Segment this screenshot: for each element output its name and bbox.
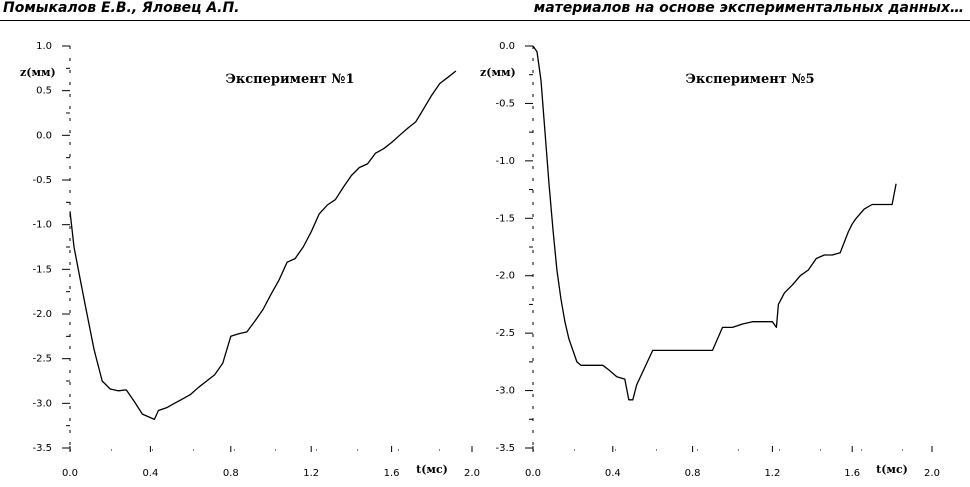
x-tick-label: 2.0 bbox=[924, 468, 940, 479]
x-tick-label: 0.8 bbox=[223, 468, 239, 479]
chart-title: Эксперимент №5 bbox=[686, 72, 815, 87]
y-tick-label: -1.5 bbox=[32, 264, 52, 275]
page-header: Помыкалов Е.В., Яловец А.П. материалов н… bbox=[0, 0, 970, 22]
x-tick-label: 0.4 bbox=[605, 468, 621, 479]
chart-title: Эксперимент №1 bbox=[226, 72, 355, 87]
x-axis-label: t(мс) bbox=[416, 463, 448, 476]
header-title: материалов на основе экспериментальных д… bbox=[533, 0, 964, 16]
y-tick-label: -0.5 bbox=[495, 98, 515, 109]
y-tick-label: -2.5 bbox=[495, 328, 515, 339]
y-tick-label: 0.0 bbox=[36, 130, 52, 141]
y-axis-label: z(мм) bbox=[20, 66, 56, 79]
y-tick-label: -2.0 bbox=[32, 309, 52, 320]
x-tick-label: 2.0 bbox=[464, 468, 480, 479]
x-tick-label: 0.4 bbox=[142, 468, 158, 479]
series-line bbox=[69, 70, 457, 421]
y-tick-label: -1.0 bbox=[32, 220, 52, 231]
y-tick-label: -0.5 bbox=[32, 175, 52, 186]
y-tick-label: -2.5 bbox=[32, 354, 52, 365]
x-tick-label: 0.0 bbox=[62, 468, 78, 479]
header-rule bbox=[0, 20, 970, 21]
header-authors: Помыкалов Е.В., Яловец А.П. bbox=[3, 0, 240, 16]
y-tick-label: 1.0 bbox=[36, 41, 52, 52]
y-tick-label: -3.0 bbox=[32, 398, 52, 409]
series-line bbox=[532, 45, 897, 401]
y-tick-label: -3.5 bbox=[32, 443, 52, 454]
x-tick-label: 0.8 bbox=[685, 468, 701, 479]
x-tick-label: 0.0 bbox=[525, 468, 541, 479]
y-tick-label: -3.5 bbox=[495, 443, 515, 454]
y-tick-label: -2.0 bbox=[495, 271, 515, 282]
y-axis-label: z(мм) bbox=[480, 66, 516, 79]
x-axis-label: t(мс) bbox=[876, 463, 908, 476]
x-tick-label: 1.2 bbox=[764, 468, 780, 479]
y-tick-label: 0.0 bbox=[499, 41, 515, 52]
x-tick-label: 1.6 bbox=[844, 468, 860, 479]
y-tick-label: -1.5 bbox=[495, 213, 515, 224]
chart-2: 0.0 -0.5 -1.0 -1.5 -2.0 -2.5 -3.0 -3.5 0.0 0.4 0.8… bbox=[480, 41, 940, 479]
y-tick-label: -1.0 bbox=[495, 156, 515, 167]
y-tick-label: -3.0 bbox=[495, 386, 515, 397]
y-tick-label: 0.5 bbox=[36, 86, 52, 97]
chart-1: 1.0 0.5 0.0 -0.5 -1.0 -1.5 -2.0 -2.5 -3.0 -3.5 0.0… bbox=[20, 41, 480, 479]
x-tick-label: 1.2 bbox=[303, 468, 319, 479]
x-tick-label: 1.6 bbox=[384, 468, 400, 479]
